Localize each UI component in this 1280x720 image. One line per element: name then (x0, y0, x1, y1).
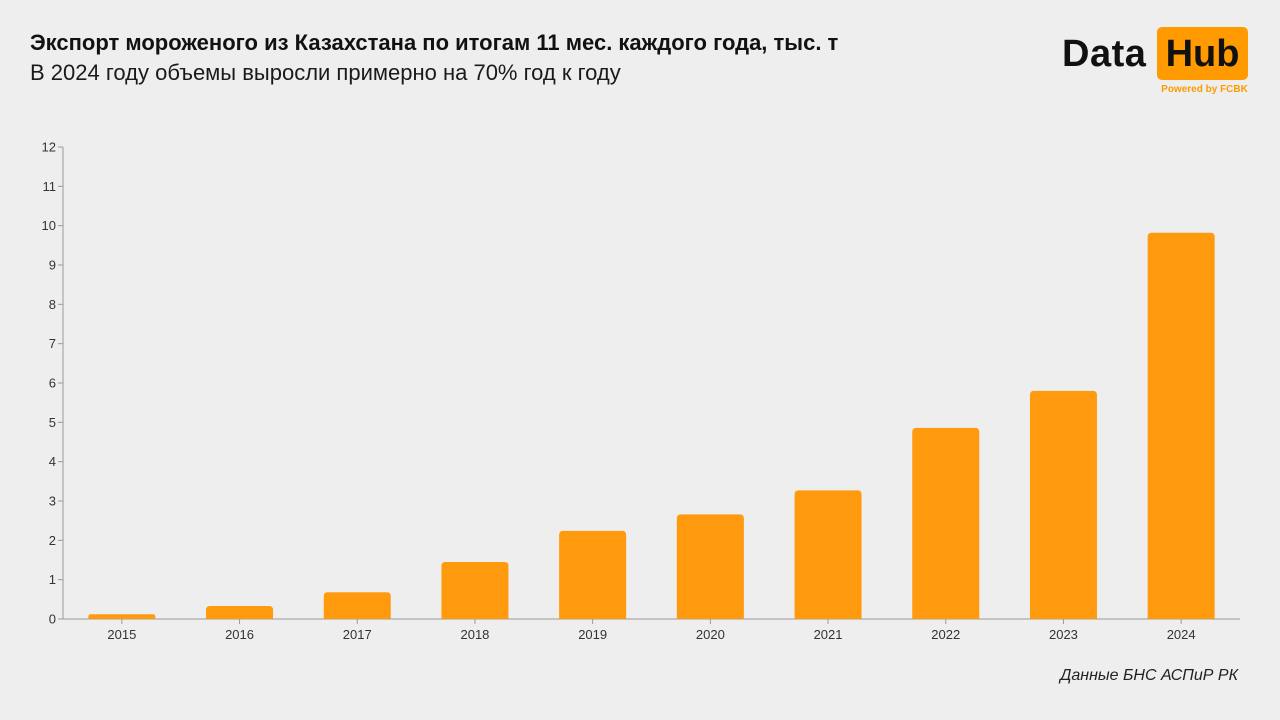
y-tick-label: 0 (49, 612, 56, 627)
bar-2020 (676, 514, 744, 619)
y-tick-label: 2 (49, 533, 56, 548)
bar-2022 (912, 427, 980, 619)
x-tick-label: 2019 (578, 627, 607, 642)
x-tick-label: 2015 (107, 627, 136, 642)
y-tick-label: 11 (43, 179, 57, 194)
bar-2016 (206, 606, 274, 619)
x-tick-label: 2024 (1167, 627, 1196, 642)
x-tick-label: 2018 (460, 627, 489, 642)
chart-title: Экспорт мороженого из Казахстана по итог… (30, 30, 839, 55)
y-tick-label: 10 (42, 218, 56, 233)
bar-2015 (88, 614, 156, 619)
source-note: Данные БНС АСПиР РК (1060, 667, 1238, 684)
datahub-logo: Data Hub Powered by FCBK (1062, 27, 1252, 99)
y-tick-label: 9 (49, 258, 56, 273)
x-tick-label: 2016 (225, 627, 254, 642)
y-tick-label: 3 (49, 494, 56, 509)
x-tick-label: 2020 (696, 627, 725, 642)
y-tick-label: 5 (49, 415, 56, 430)
bar-2019 (559, 530, 627, 619)
x-tick-label: 2022 (931, 627, 960, 642)
y-tick-label: 12 (42, 140, 56, 155)
x-tick-label: 2023 (1049, 627, 1078, 642)
bar-2018 (441, 561, 509, 619)
logo-powered-by: Powered by FCBK (1161, 84, 1248, 95)
y-tick-label: 6 (49, 376, 56, 391)
y-tick-label: 1 (49, 572, 56, 587)
bar-2024 (1147, 232, 1215, 619)
logo-word-hub: Hub (1165, 33, 1240, 75)
x-tick-label: 2017 (343, 627, 372, 642)
bar-2021 (794, 490, 862, 619)
y-tick-label: 8 (49, 297, 56, 312)
logo-hub-box: Hub (1157, 27, 1248, 80)
bar-2023 (1029, 390, 1097, 619)
logo-word-data: Data (1062, 33, 1147, 75)
y-tick-label: 7 (49, 336, 56, 351)
chart-subtitle: В 2024 году объемы выросли примерно на 7… (30, 60, 621, 85)
bar-2017 (323, 592, 391, 619)
x-tick-label: 2021 (814, 627, 843, 642)
y-tick-label: 4 (49, 454, 56, 469)
